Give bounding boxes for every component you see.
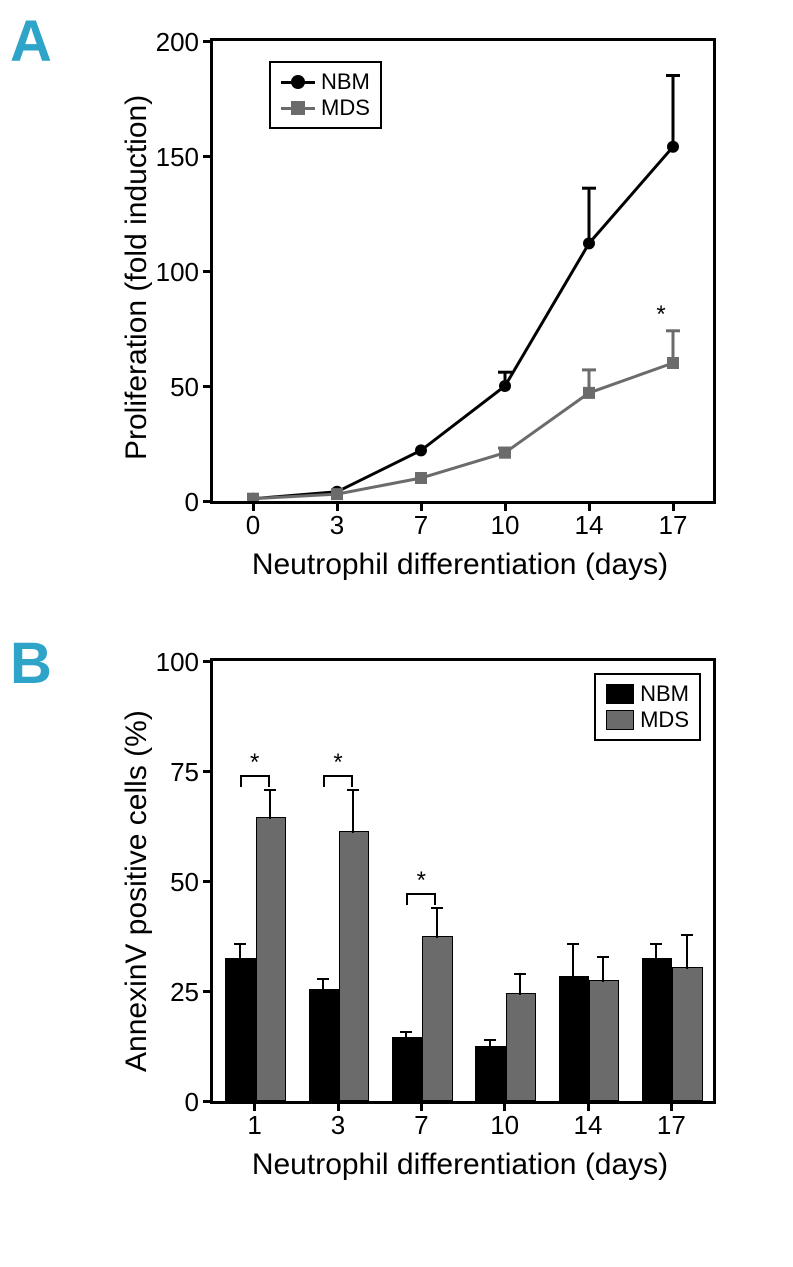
bar — [422, 936, 452, 1101]
ytick-mark — [203, 660, 213, 663]
legend-b-label-nbm: NBM — [640, 681, 689, 707]
ytick-mark — [203, 40, 213, 43]
ytick-mark — [203, 155, 213, 158]
xtick-label: 10 — [491, 510, 520, 541]
xtick-label: 17 — [659, 510, 688, 541]
ytick-mark — [203, 880, 213, 883]
panel-b-label: B — [10, 630, 52, 697]
xtick-label: 0 — [246, 510, 260, 541]
bar — [256, 817, 286, 1101]
legend-label-nbm: NBM — [321, 69, 370, 95]
panel-b-plot-area: NBM MDS 0255075100137101417*** — [210, 658, 716, 1104]
xtick-label: 14 — [575, 510, 604, 541]
xtick-label: 7 — [414, 1110, 428, 1141]
legend-label-mds: MDS — [321, 95, 370, 121]
legend-row-nbm: NBM — [281, 69, 370, 95]
panel-b-legend: NBM MDS — [594, 673, 701, 741]
bar — [339, 831, 369, 1101]
legend-b-swatch-nbm-icon — [606, 684, 634, 704]
ytick-label: 25 — [149, 977, 199, 1008]
ytick-mark — [203, 270, 213, 273]
bar — [506, 993, 536, 1101]
bar — [309, 989, 339, 1101]
xtick-label: 1 — [247, 1110, 261, 1141]
significance-star: * — [656, 301, 665, 329]
panel-a-label: A — [10, 8, 52, 75]
bar — [642, 958, 672, 1101]
panel-a-legend: NBM MDS — [269, 61, 382, 129]
legend-b-row-mds: MDS — [606, 707, 689, 733]
ytick-mark — [203, 500, 213, 503]
significance-star: * — [333, 749, 342, 777]
significance-star: * — [417, 867, 426, 895]
ytick-label: 0 — [149, 487, 199, 518]
xtick-label: 3 — [330, 510, 344, 541]
panel-a-xlabel: Neutrophil differentiation (days) — [210, 548, 710, 582]
ytick-mark — [203, 1100, 213, 1103]
legend-b-swatch-mds-icon — [606, 710, 634, 730]
legend-line-mds — [281, 107, 315, 110]
legend-b-row-nbm: NBM — [606, 681, 689, 707]
xtick-label: 7 — [414, 510, 428, 541]
panel-b-xlabel: Neutrophil differentiation (days) — [210, 1148, 710, 1182]
ytick-mark — [203, 990, 213, 993]
ytick-label: 200 — [149, 27, 199, 58]
bar — [559, 976, 589, 1101]
ytick-label: 100 — [149, 647, 199, 678]
legend-marker-nbm-icon — [291, 75, 305, 89]
ytick-label: 50 — [149, 372, 199, 403]
ytick-mark — [203, 385, 213, 388]
bar — [589, 980, 619, 1101]
figure-container: A NBM MDS 050100150200037101417* Prolife… — [0, 0, 793, 1267]
significance-star: * — [250, 749, 259, 777]
xtick-label: 3 — [331, 1110, 345, 1141]
panel-a-ylabel: Proliferation (fold induction) — [120, 95, 154, 460]
bar — [475, 1046, 505, 1101]
xtick-label: 14 — [574, 1110, 603, 1141]
panel-a-plot-area: NBM MDS 050100150200037101417* — [210, 38, 716, 504]
bar — [225, 958, 255, 1101]
xtick-label: 17 — [657, 1110, 686, 1141]
bar — [672, 967, 702, 1101]
ytick-mark — [203, 770, 213, 773]
legend-marker-mds-icon — [291, 101, 305, 115]
ytick-label: 0 — [149, 1087, 199, 1118]
bar — [392, 1037, 422, 1101]
ytick-label: 150 — [149, 142, 199, 173]
ytick-label: 50 — [149, 867, 199, 898]
ytick-label: 75 — [149, 757, 199, 788]
legend-b-label-mds: MDS — [640, 707, 689, 733]
legend-row-mds: MDS — [281, 95, 370, 121]
ytick-label: 100 — [149, 257, 199, 288]
legend-line-nbm — [281, 81, 315, 84]
xtick-label: 10 — [490, 1110, 519, 1141]
panel-b-ylabel: AnnexinV positive cells (%) — [120, 710, 154, 1072]
